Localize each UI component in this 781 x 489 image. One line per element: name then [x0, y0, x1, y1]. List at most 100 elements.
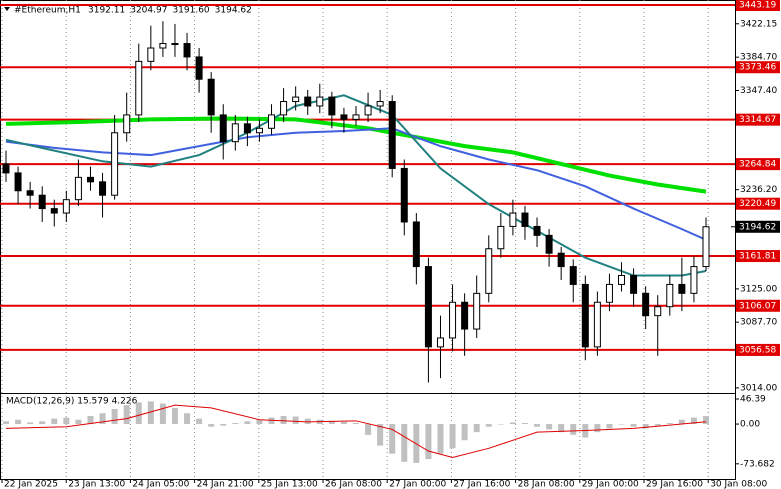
candle-body	[545, 234, 553, 254]
macd-bar	[401, 424, 408, 462]
candle-body	[268, 114, 276, 129]
level-label: 3443.19	[739, 1, 776, 11]
candle-body	[99, 181, 107, 196]
macd-bar	[3, 421, 9, 425]
x-tick-label: 28 Jan 08:00	[518, 480, 575, 489]
candle-body	[569, 266, 577, 285]
candle-body	[243, 123, 251, 134]
macd-bar	[328, 420, 335, 425]
level-label-box	[736, 197, 780, 210]
macd-y-tick-label: -73.682	[740, 459, 775, 469]
macd-bar	[87, 415, 94, 425]
macd-bar	[618, 424, 625, 425]
candle-body	[86, 176, 94, 183]
macd-bar	[340, 421, 347, 425]
macd-bar	[27, 422, 34, 425]
candle-body	[521, 212, 529, 227]
x-tick-label: 30 Jan 08:00	[710, 480, 767, 489]
candle-body	[123, 114, 131, 134]
candle-body	[183, 43, 191, 58]
x-tick-label: 26 Jan 08:00	[325, 480, 382, 489]
macd-y-tick-label: 0.00	[740, 420, 760, 430]
x-tick-label: 22 Jan 2025	[4, 480, 58, 489]
macd-bar	[123, 405, 130, 425]
level-label: 3161.81	[739, 252, 776, 262]
candle-body	[280, 101, 288, 116]
macd-bar	[208, 424, 215, 427]
x-tick-label: 24 Jan 05:00	[132, 480, 189, 489]
candle-body	[509, 212, 517, 227]
macd-bar	[353, 422, 359, 425]
macd-bar	[570, 424, 577, 435]
candle-body	[690, 266, 698, 294]
macd-bar	[425, 424, 432, 460]
level-label-box	[736, 299, 780, 312]
macd-bar	[184, 413, 191, 425]
candle-body	[171, 43, 179, 46]
candle-body	[26, 190, 34, 196]
candle-body	[449, 301, 457, 339]
y-tick-label: 3384.70	[740, 53, 777, 63]
candle-body	[304, 96, 312, 107]
candle-body	[219, 114, 227, 143]
macd-y-tick-label: 46.39	[740, 395, 766, 405]
macd-bar	[654, 424, 661, 426]
header-value: 3192.11	[88, 6, 125, 16]
y-tick-label: 3347.40	[740, 86, 777, 96]
chart-title: #Ethereum,H1	[14, 6, 81, 16]
candle-body	[364, 105, 372, 116]
macd-bar	[232, 422, 239, 425]
candle-body	[424, 266, 432, 348]
x-tick-label: 24 Jan 21:00	[197, 480, 254, 489]
level-label-box	[736, 343, 780, 356]
candle-body	[461, 301, 469, 330]
candle-body	[159, 43, 167, 49]
macd-bar	[111, 408, 118, 425]
candle-body	[2, 163, 10, 174]
macd-bar	[147, 401, 154, 425]
macd-signal	[5, 404, 707, 459]
macd-bar	[292, 416, 299, 425]
x-tick-label: 27 Jan 16:00	[453, 480, 510, 489]
candle-body	[557, 252, 565, 268]
level-label-box	[736, 0, 780, 12]
x-tick-label: 29 Jan 00:00	[582, 480, 639, 489]
candle-body	[14, 172, 22, 192]
last-price-box	[736, 220, 780, 233]
macd-bar	[244, 421, 251, 425]
macd-bar	[389, 424, 396, 454]
candle-body	[195, 56, 203, 80]
macd-bar	[220, 424, 227, 426]
candle-body	[292, 96, 300, 103]
candle-body	[630, 275, 638, 294]
header-value: 3191.60	[172, 6, 209, 16]
level-label-box	[736, 113, 780, 126]
macd-bar	[256, 419, 263, 425]
candle-body	[485, 248, 493, 294]
candle-body	[328, 96, 336, 116]
macd-bar	[461, 424, 468, 441]
y-tick-label: 3125.00	[740, 284, 777, 294]
x-tick-label: 25 Jan 13:00	[261, 480, 318, 489]
candle-body	[111, 132, 119, 196]
x-tick-label: 23 Jan 13:00	[68, 480, 125, 489]
macd-bar	[558, 424, 565, 433]
candle-body	[654, 306, 662, 317]
candle-body	[38, 194, 46, 210]
y-tick-label: 3236.20	[740, 185, 777, 195]
macd-bar	[606, 424, 613, 429]
macd-bar	[51, 418, 58, 425]
candle-body	[340, 114, 348, 120]
x-tick-label: 29 Jan 16:00	[646, 480, 703, 489]
x-tick-label: 27 Jan 00:00	[389, 480, 446, 489]
candle-body	[388, 101, 396, 169]
level-label-box	[736, 61, 780, 74]
macd-label: MACD(12,26,9) 15.579 4.226	[6, 397, 138, 407]
macd-bar	[280, 415, 287, 425]
candle-body	[581, 283, 589, 348]
macd-bar	[39, 421, 46, 425]
level-label-box	[736, 250, 780, 263]
candle-body	[50, 208, 58, 214]
macd-bar	[99, 413, 106, 425]
